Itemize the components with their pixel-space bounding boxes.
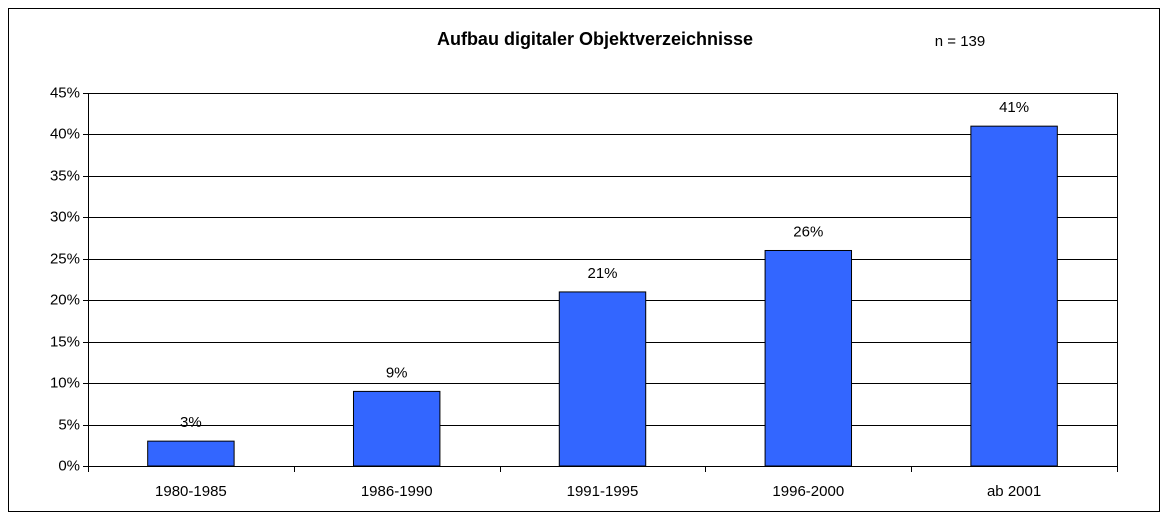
annotation: n = 139	[935, 33, 985, 50]
bar	[147, 440, 235, 467]
value-label: 3%	[180, 414, 202, 431]
bar	[352, 390, 441, 467]
bar	[558, 291, 647, 467]
bar	[970, 125, 1058, 467]
value-label: 26%	[793, 223, 823, 240]
x-tick-label: 1991-1995	[567, 483, 639, 500]
value-label: 21%	[587, 265, 617, 282]
x-tick-label: ab 2001	[987, 483, 1041, 500]
y-tick-label: 20%	[50, 291, 80, 308]
y-tick-label: 15%	[50, 333, 80, 350]
value-label: 41%	[999, 99, 1029, 116]
y-tick-label: 35%	[50, 167, 80, 184]
y-tick-label: 30%	[50, 208, 80, 225]
y-tick-label: 40%	[50, 125, 80, 142]
y-tick-label: 45%	[50, 84, 80, 101]
y-tick-label: 5%	[58, 416, 80, 433]
x-tick-label: 1996-2000	[772, 483, 844, 500]
y-tick-label: 25%	[50, 250, 80, 267]
x-tick-label: 1980-1985	[155, 483, 227, 500]
y-tick-label: 0%	[58, 457, 80, 474]
value-label: 9%	[386, 364, 408, 381]
chart-title: Aufbau digitaler Objektverzeichnisse	[437, 29, 753, 49]
bar	[764, 249, 853, 467]
x-tick-label: 1986-1990	[361, 483, 433, 500]
y-tick-label: 10%	[50, 374, 80, 391]
